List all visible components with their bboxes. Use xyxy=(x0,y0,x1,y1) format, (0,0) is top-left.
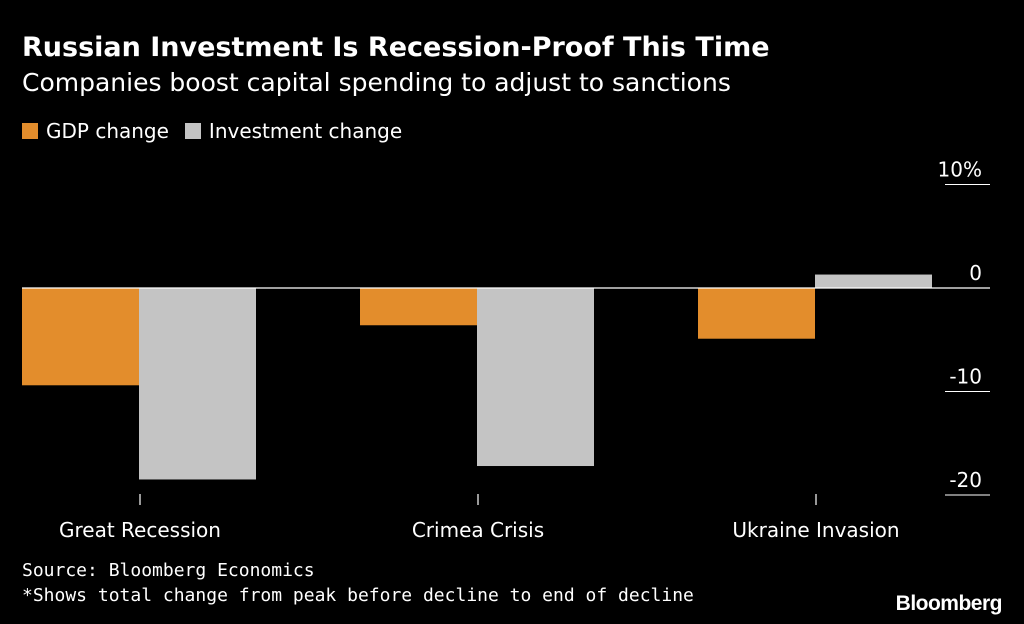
bloomberg-logo: Bloomberg xyxy=(895,592,1003,615)
x-tick-label: Crimea Crisis xyxy=(412,518,544,542)
legend-item-gdp: GDP change xyxy=(22,119,169,143)
legend-swatch-investment xyxy=(184,123,201,139)
legend-item-investment: Investment change xyxy=(184,119,403,143)
footnote: *Shows total change from peak before dec… xyxy=(22,585,694,606)
source-note: Source: Bloomberg Economics xyxy=(22,560,315,581)
legend: GDP change Investment change xyxy=(22,119,418,143)
legend-label-gdp: GDP change xyxy=(46,119,169,143)
y-tick-label: 10% xyxy=(938,158,982,182)
chart-subtitle: Companies boost capital spending to adju… xyxy=(22,68,731,97)
bar-gdp-great-recession xyxy=(22,288,139,386)
y-tick-label: 0 xyxy=(969,261,982,285)
y-tick-label: -20 xyxy=(949,468,982,492)
bar-investment-great-recession xyxy=(139,288,256,480)
chart-title: Russian Investment Is Recession-Proof Th… xyxy=(22,32,770,63)
bar-investment-ukraine-invasion xyxy=(815,274,932,288)
bar-gdp-crimea-crisis xyxy=(360,288,477,326)
bar-gdp-ukraine-invasion xyxy=(698,288,815,339)
x-tick-label: Great Recession xyxy=(59,518,221,542)
legend-swatch-gdp xyxy=(22,123,38,139)
legend-label-investment: Investment change xyxy=(208,119,403,143)
bar-investment-crimea-crisis xyxy=(477,288,594,467)
x-tick-label: Ukraine Invasion xyxy=(732,518,899,542)
y-tick-label: -10 xyxy=(949,365,982,389)
